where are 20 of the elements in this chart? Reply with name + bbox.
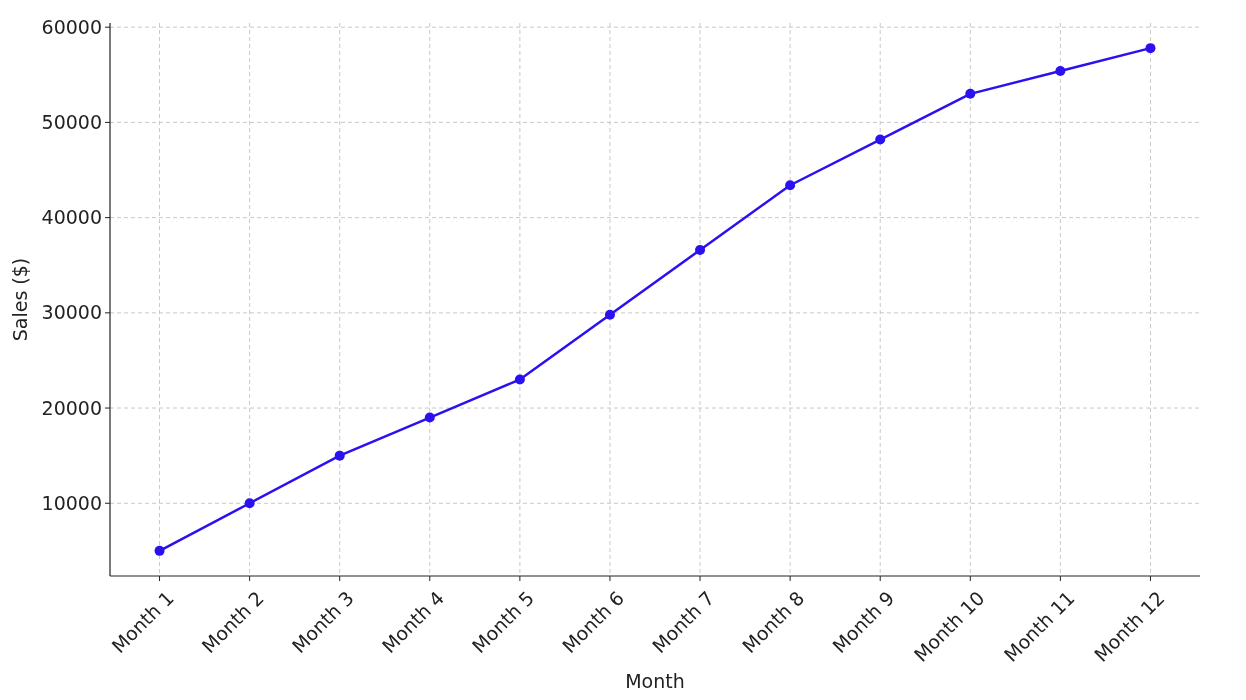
x-axis-title: Month xyxy=(625,670,685,692)
y-tick-label: 20000 xyxy=(41,396,102,419)
point xyxy=(1055,65,1066,76)
point xyxy=(424,412,435,423)
y-tick-label: 40000 xyxy=(41,206,102,229)
point xyxy=(244,498,255,509)
point xyxy=(154,545,165,556)
point xyxy=(965,88,976,99)
point xyxy=(1145,43,1156,54)
point xyxy=(334,450,345,461)
y-tick-label: 10000 xyxy=(41,491,102,514)
point xyxy=(514,374,525,385)
y-tick-label: 50000 xyxy=(41,111,102,134)
point xyxy=(785,180,796,191)
point xyxy=(604,309,615,320)
point xyxy=(695,244,706,255)
point xyxy=(875,134,886,145)
y-tick-label: 30000 xyxy=(41,301,102,324)
y-tick-label: 60000 xyxy=(41,15,102,38)
y-axis-title: Sales ($) xyxy=(9,257,31,342)
